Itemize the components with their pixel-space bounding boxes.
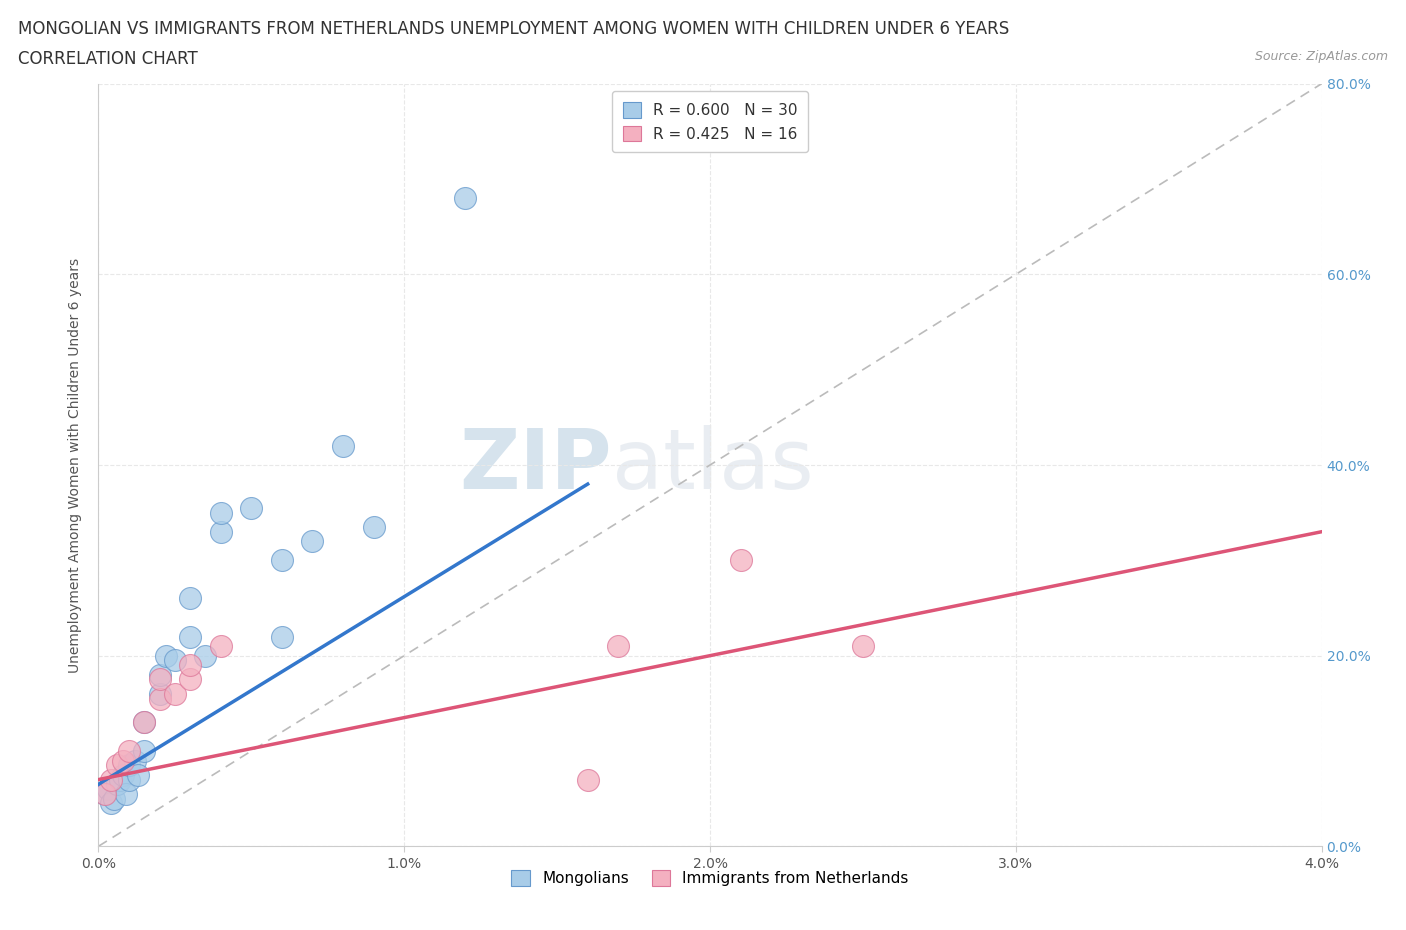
Point xyxy=(194,648,217,663)
Text: ZIP: ZIP xyxy=(460,424,612,506)
Point xyxy=(100,796,122,811)
Point xyxy=(209,505,232,520)
Point xyxy=(270,630,294,644)
Point xyxy=(363,520,385,535)
Text: Source: ZipAtlas.com: Source: ZipAtlas.com xyxy=(1254,50,1388,63)
Point xyxy=(134,744,156,759)
Point xyxy=(103,791,125,806)
Point xyxy=(179,658,201,672)
Point xyxy=(576,772,599,787)
Point xyxy=(240,500,263,515)
Point xyxy=(105,777,128,791)
Point xyxy=(155,648,177,663)
Point xyxy=(127,767,149,782)
Text: CORRELATION CHART: CORRELATION CHART xyxy=(18,50,198,68)
Point xyxy=(134,715,156,730)
Y-axis label: Unemployment Among Women with Children Under 6 years: Unemployment Among Women with Children U… xyxy=(69,258,83,672)
Point xyxy=(607,639,630,654)
Point xyxy=(270,553,294,568)
Point xyxy=(332,439,354,454)
Point xyxy=(179,630,201,644)
Point xyxy=(134,715,156,730)
Point xyxy=(209,639,232,654)
Point xyxy=(111,767,134,782)
Point xyxy=(852,639,875,654)
Point xyxy=(454,191,477,206)
Point xyxy=(179,591,201,606)
Point xyxy=(93,787,115,802)
Point xyxy=(301,534,323,549)
Legend: Mongolians, Immigrants from Netherlands: Mongolians, Immigrants from Netherlands xyxy=(505,864,915,892)
Point xyxy=(163,653,186,668)
Point xyxy=(118,744,141,759)
Point xyxy=(209,525,232,539)
Point xyxy=(93,787,115,802)
Point xyxy=(118,758,141,773)
Point xyxy=(124,753,146,768)
Point xyxy=(179,672,201,687)
Point xyxy=(108,772,131,787)
Point xyxy=(149,686,172,701)
Point xyxy=(730,553,752,568)
Point xyxy=(100,772,122,787)
Text: atlas: atlas xyxy=(612,424,814,506)
Point xyxy=(105,758,128,773)
Point xyxy=(111,753,134,768)
Point xyxy=(149,672,172,687)
Point xyxy=(97,781,120,796)
Point xyxy=(118,772,141,787)
Text: MONGOLIAN VS IMMIGRANTS FROM NETHERLANDS UNEMPLOYMENT AMONG WOMEN WITH CHILDREN : MONGOLIAN VS IMMIGRANTS FROM NETHERLANDS… xyxy=(18,20,1010,38)
Point xyxy=(115,787,138,802)
Point xyxy=(149,691,172,706)
Point xyxy=(149,668,172,683)
Point xyxy=(163,686,186,701)
